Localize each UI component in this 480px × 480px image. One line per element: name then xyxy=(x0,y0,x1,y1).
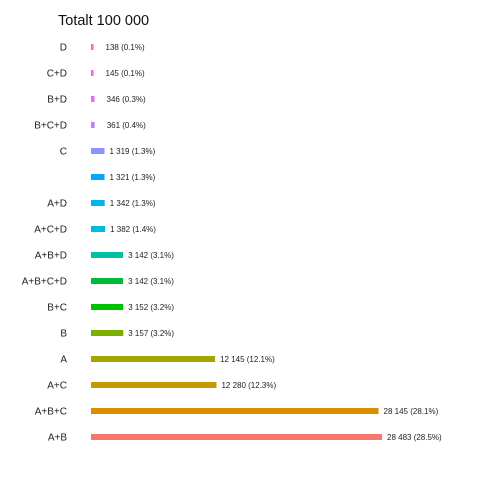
value-label: 138 (0.1%) xyxy=(106,43,145,52)
value-label: 28 483 (28.5%) xyxy=(387,433,442,442)
bar xyxy=(91,382,217,388)
value-label: 3 157 (3.2%) xyxy=(128,329,174,338)
bar-row: A 12 145 (12.1%) xyxy=(60,355,275,366)
value-label: 3 142 (3.1%) xyxy=(128,251,174,260)
bar-row: B 3 157 (3.2%) xyxy=(60,329,174,340)
value-label: 1 319 (1.3%) xyxy=(109,147,155,156)
chart-title: Totalt 100 000 xyxy=(58,13,149,29)
bars-layer: D 138 (0.1%) C+D 145 (0.1%) B+D 346 (0.3%) B+C… xyxy=(22,43,442,444)
bar xyxy=(91,44,94,50)
bar-row: A+B 28 483 (28.5%) xyxy=(48,433,442,444)
bar-row: B+C 3 152 (3.2%) xyxy=(47,303,174,314)
bar xyxy=(91,252,124,258)
value-label: 1 321 (1.3%) xyxy=(109,173,155,182)
bar xyxy=(91,226,106,232)
value-label: 361 (0.4%) xyxy=(107,121,146,130)
bar-row: A+C 12 280 (12.3%) xyxy=(47,381,276,392)
category-label: A+D xyxy=(47,199,67,210)
category-label: B+C xyxy=(47,303,67,314)
bar xyxy=(91,122,95,128)
category-label: A+B+C+D xyxy=(22,277,67,288)
bar-row: B+D 346 (0.3%) xyxy=(47,95,146,106)
bar-row: D 138 (0.1%) xyxy=(60,43,145,54)
category-label: A+C xyxy=(47,381,67,392)
value-label: 346 (0.3%) xyxy=(107,95,146,104)
category-label: C+D xyxy=(47,69,67,80)
bar xyxy=(91,96,95,102)
category-label: C xyxy=(60,147,67,158)
category-label: B+D xyxy=(47,95,67,106)
value-label: 12 145 (12.1%) xyxy=(220,355,275,364)
category-label: A+B+D xyxy=(35,251,67,262)
bar xyxy=(91,356,216,362)
bar-row: 1 321 (1.3%) xyxy=(91,173,156,182)
value-label: 28 145 (28.1%) xyxy=(384,407,439,416)
bar-row: C+D 145 (0.1%) xyxy=(47,69,145,80)
bar-row: A+D 1 342 (1.3%) xyxy=(47,199,156,210)
bar xyxy=(91,200,105,206)
bar-row: C 1 319 (1.3%) xyxy=(60,147,156,158)
value-label: 3 152 (3.2%) xyxy=(128,303,174,312)
value-label: 1 382 (1.4%) xyxy=(110,225,156,234)
category-label: A+C+D xyxy=(34,225,67,236)
category-label: D xyxy=(60,43,67,54)
bar xyxy=(91,408,379,414)
bar-row: A+B+D 3 142 (3.1%) xyxy=(35,251,174,262)
bar xyxy=(91,174,105,180)
bar xyxy=(91,330,124,336)
value-label: 3 142 (3.1%) xyxy=(128,277,174,286)
value-label: 1 342 (1.3%) xyxy=(110,199,156,208)
bar xyxy=(91,70,94,76)
value-label: 12 280 (12.3%) xyxy=(221,381,276,390)
category-label: A xyxy=(60,355,67,366)
bar-row: A+C+D 1 382 (1.4%) xyxy=(34,225,156,236)
bar xyxy=(91,304,124,310)
bar-row: A+B+C 28 145 (28.1%) xyxy=(35,407,439,418)
bar xyxy=(91,148,105,154)
bar xyxy=(91,434,382,440)
bar xyxy=(91,278,124,284)
category-label: A+B+C xyxy=(35,407,67,418)
category-label: B xyxy=(60,329,67,340)
category-label: A+B xyxy=(48,433,68,444)
value-label: 145 (0.1%) xyxy=(106,69,145,78)
bar-row: B+C+D 361 (0.4%) xyxy=(34,121,146,132)
bar-row: A+B+C+D 3 142 (3.1%) xyxy=(22,277,175,288)
category-label: B+C+D xyxy=(34,121,67,132)
